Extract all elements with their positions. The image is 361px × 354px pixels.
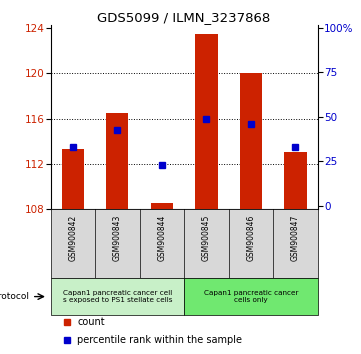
Text: count: count bbox=[77, 317, 105, 327]
Bar bbox=[284, 152, 306, 209]
Text: percentile rank within the sample: percentile rank within the sample bbox=[77, 335, 242, 345]
Bar bbox=[51, 278, 184, 315]
Text: GSM900846: GSM900846 bbox=[247, 215, 255, 261]
Text: GSM900845: GSM900845 bbox=[202, 215, 211, 261]
Bar bbox=[184, 278, 318, 315]
Text: GSM900843: GSM900843 bbox=[113, 215, 122, 261]
Text: Capan1 pancreatic cancer cell
s exposed to PS1 stellate cells: Capan1 pancreatic cancer cell s exposed … bbox=[62, 290, 172, 303]
Title: GDS5099 / ILMN_3237868: GDS5099 / ILMN_3237868 bbox=[97, 11, 271, 24]
Bar bbox=[151, 203, 173, 209]
Bar bbox=[240, 73, 262, 209]
Bar bbox=[62, 149, 84, 209]
Text: Capan1 pancreatic cancer
cells only: Capan1 pancreatic cancer cells only bbox=[204, 290, 298, 303]
Text: GSM900842: GSM900842 bbox=[68, 215, 77, 261]
Text: GSM900847: GSM900847 bbox=[291, 215, 300, 261]
Text: GSM900844: GSM900844 bbox=[157, 215, 166, 261]
Bar bbox=[195, 34, 217, 209]
Bar bbox=[106, 113, 129, 209]
Text: protocol: protocol bbox=[0, 292, 29, 301]
